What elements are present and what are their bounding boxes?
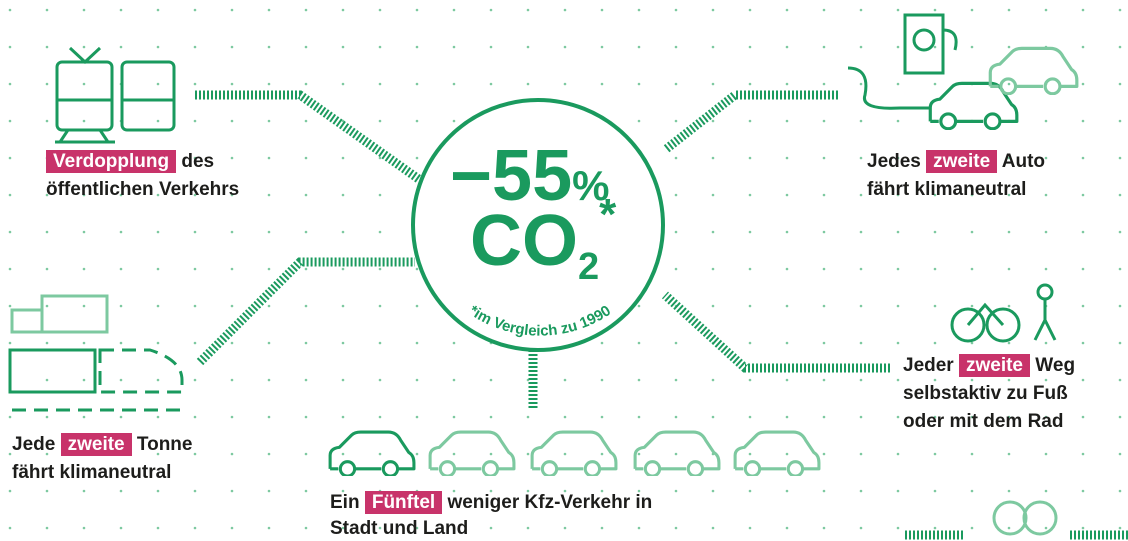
goal-text: Auto (997, 151, 1045, 172)
goal-line: fährt klimaneutral (12, 459, 192, 487)
goal-line: Jeder zweite Weg (903, 352, 1075, 380)
infographic: −55% CO2* *im Vergleich zu 1990 Verdoppl… (0, 0, 1128, 541)
goal-line: Jede zweite Tonne (12, 431, 192, 459)
goal-text: Jeder (903, 355, 959, 376)
goal-line: Jedes zweite Auto (867, 148, 1045, 176)
goal-highlight: zweite (926, 150, 997, 173)
goal-line: oder mit dem Rad (903, 408, 1075, 436)
goal-text: Jede (12, 434, 61, 455)
goal-line: selbstaktiv zu Fuß (903, 380, 1075, 408)
goal-text: Weg (1030, 355, 1075, 376)
goal-highlight: zweite (959, 354, 1030, 377)
goal-text: Tonne (132, 434, 193, 455)
goal-line: Stadt und Land (330, 516, 652, 541)
goal-highlight: Verdopplung (46, 150, 176, 173)
goal-highlight: Fünftel (365, 491, 442, 514)
goal-text: Jedes (867, 151, 926, 172)
goal-line: öffentlichen Verkehrs (46, 176, 239, 204)
goal-line: Verdopplung des (46, 148, 239, 176)
goal-text: Ein (330, 492, 365, 513)
goal-text: weniger Kfz-Verkehr in (442, 492, 652, 513)
goal-highlight: zweite (61, 433, 132, 456)
goal-text: des (176, 151, 214, 172)
goal-line: Ein Fünftel weniger Kfz-Verkehr in (330, 490, 652, 516)
goal-line: fährt klimaneutral (867, 176, 1045, 204)
